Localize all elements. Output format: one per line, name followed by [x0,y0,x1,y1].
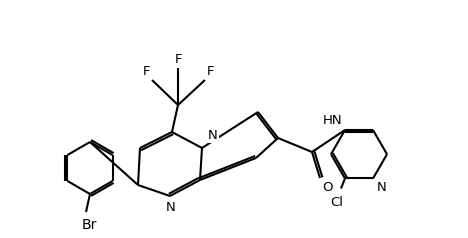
Text: N: N [166,201,176,214]
Text: F: F [174,53,182,66]
Text: Br: Br [82,218,97,232]
Text: HN: HN [322,114,342,127]
Text: N: N [208,129,218,142]
Text: N: N [377,182,387,194]
Text: F: F [207,65,214,78]
Text: F: F [142,65,150,78]
Text: O: O [322,181,332,194]
Text: Cl: Cl [330,197,344,209]
